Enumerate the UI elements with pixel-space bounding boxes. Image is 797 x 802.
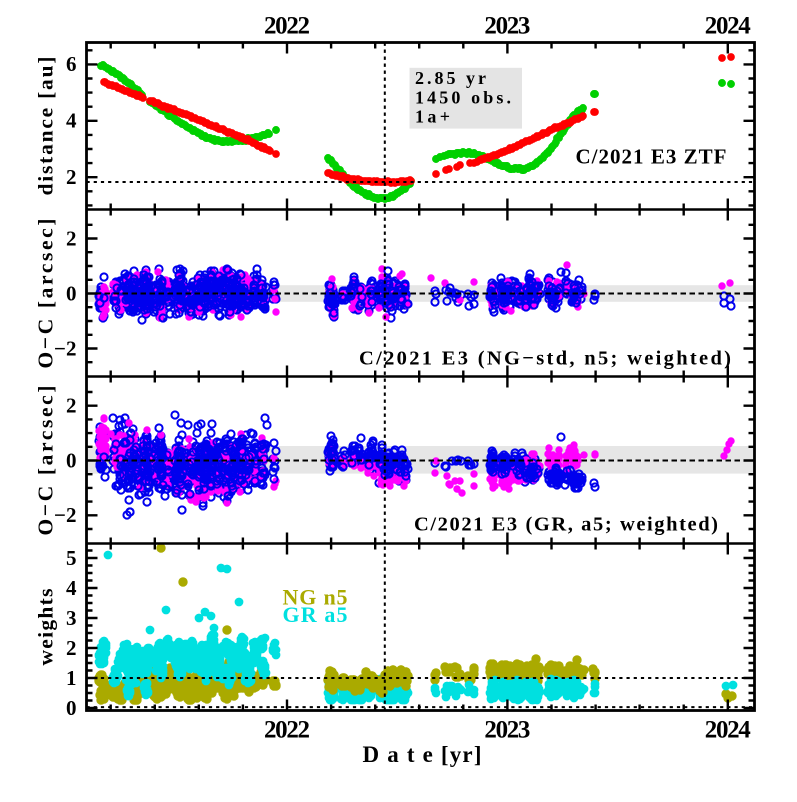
svg-text:2024: 2024: [705, 717, 752, 744]
svg-text:D a t e [yr]: D a t e [yr]: [363, 742, 482, 767]
svg-text:−2: −2: [54, 503, 76, 527]
svg-text:GR a5: GR a5: [283, 602, 348, 627]
svg-text:NG n5: NG n5: [283, 585, 348, 610]
svg-text:1450 obs.: 1450 obs.: [415, 88, 511, 108]
svg-text:2024: 2024: [705, 13, 752, 40]
svg-text:2023: 2023: [484, 717, 530, 744]
svg-text:weights: weights: [34, 589, 58, 666]
svg-text:O−C [arcsec]: O−C [arcsec]: [34, 219, 58, 369]
svg-text:0: 0: [66, 281, 77, 305]
svg-text:2: 2: [66, 394, 77, 418]
svg-text:1a+: 1a+: [415, 107, 450, 127]
svg-text:C/2021 E3 (GR, a5; weighted): C/2021 E3 (GR, a5; weighted): [414, 514, 718, 536]
svg-text:C/2021 E3 ZTF: C/2021 E3 ZTF: [576, 145, 727, 169]
svg-text:2: 2: [66, 636, 77, 660]
svg-text:6: 6: [66, 52, 77, 76]
svg-text:0: 0: [66, 696, 77, 720]
svg-text:4: 4: [66, 576, 77, 600]
svg-text:−2: −2: [54, 336, 76, 360]
svg-text:3: 3: [66, 606, 77, 630]
svg-text:2: 2: [66, 165, 77, 189]
svg-text:2: 2: [66, 226, 77, 250]
svg-text:4: 4: [66, 109, 77, 133]
svg-text:2023: 2023: [484, 13, 530, 40]
svg-text:0: 0: [66, 448, 77, 472]
svg-text:distance [au]: distance [au]: [34, 57, 58, 196]
svg-text:O−C [arcsec]: O−C [arcsec]: [34, 386, 58, 536]
svg-text:1: 1: [66, 666, 77, 690]
svg-text:5: 5: [66, 546, 77, 570]
svg-text:2022: 2022: [264, 13, 310, 40]
svg-text:2022: 2022: [264, 717, 310, 744]
